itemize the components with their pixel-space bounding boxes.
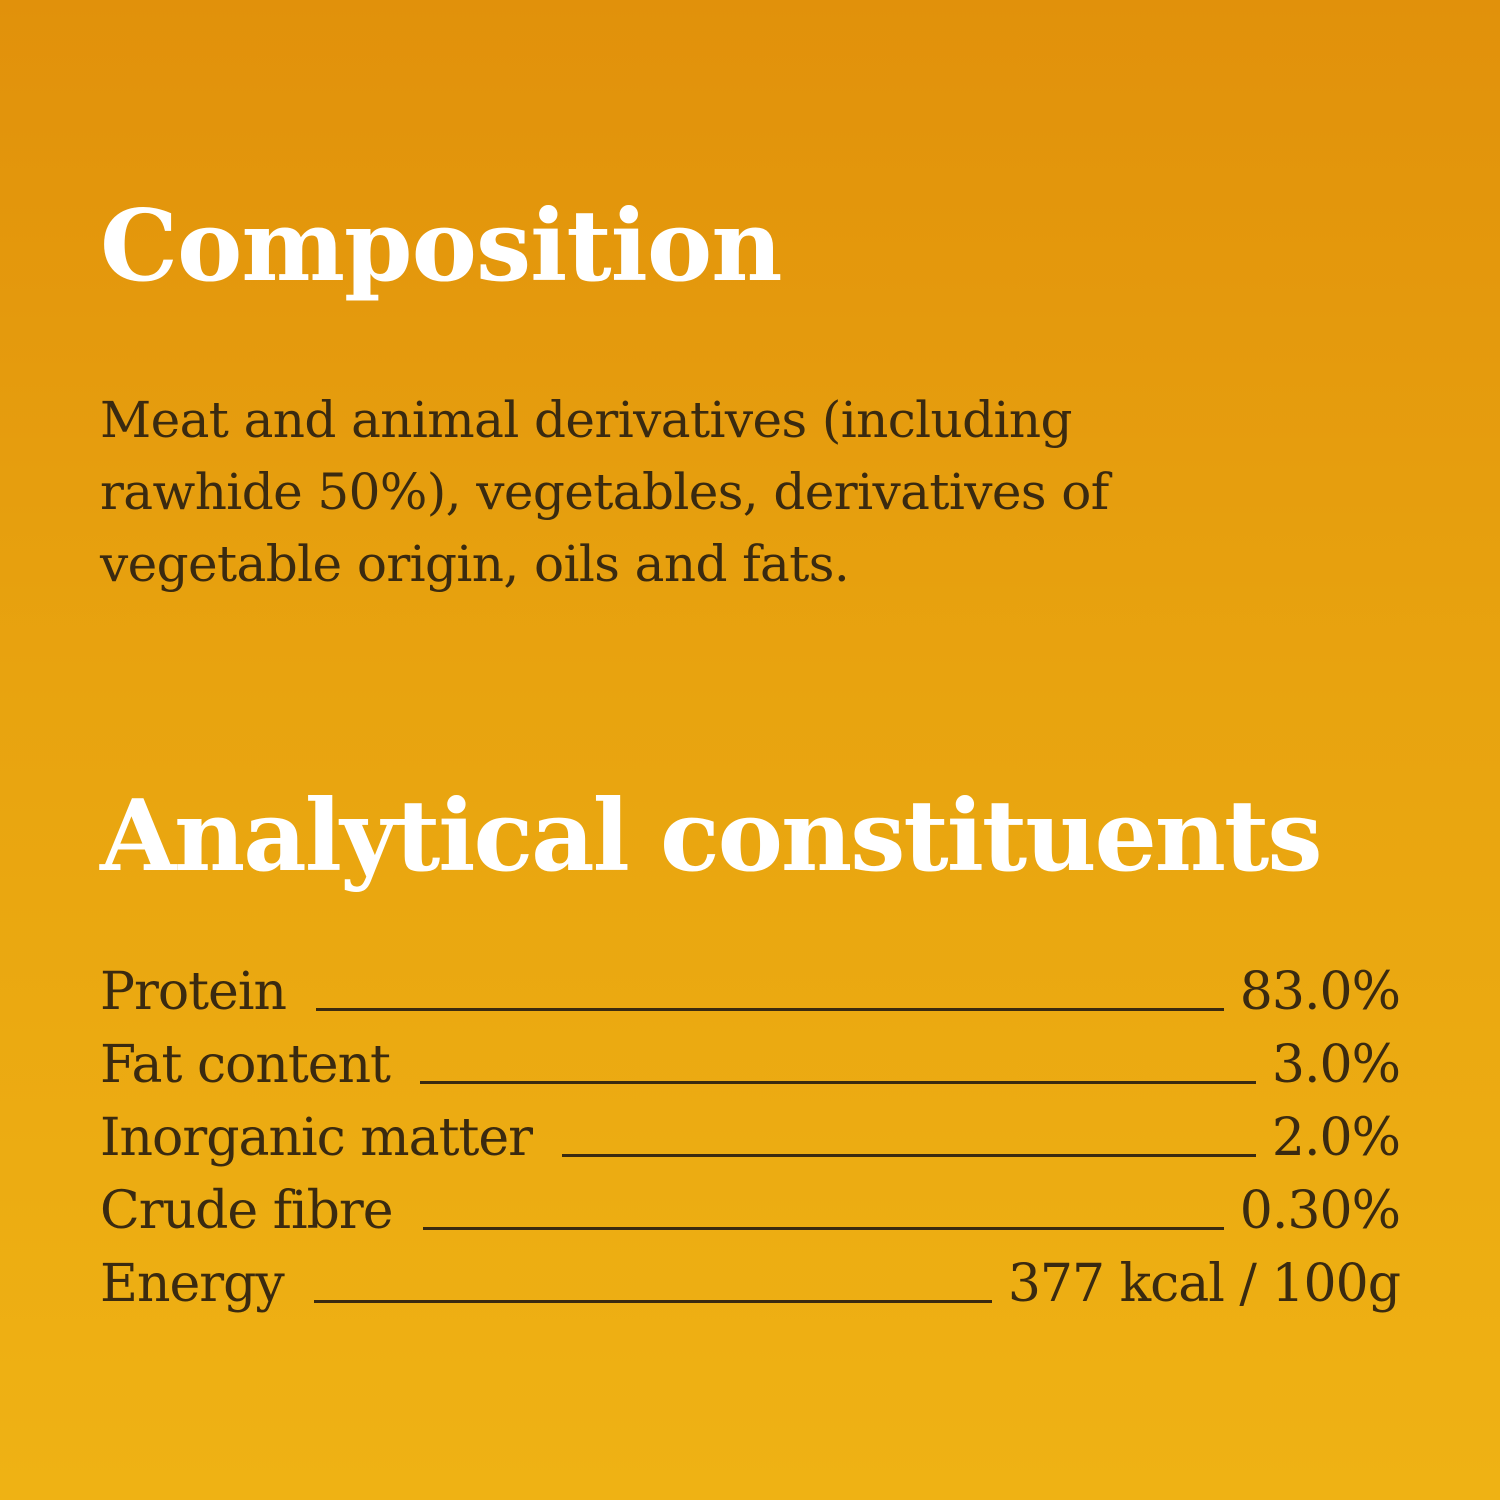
constituent-value: 83.0% <box>1239 962 1401 1022</box>
constituent-value: 377 kcal / 100g <box>1007 1254 1401 1314</box>
constituent-value: 0.30% <box>1239 1181 1401 1241</box>
constituent-value: 3.0% <box>1271 1035 1401 1095</box>
constituent-row-protein: Protein 83.0% <box>100 962 1401 1035</box>
leader-line <box>315 1008 1224 1011</box>
constituent-label: Inorganic matter <box>100 1108 533 1168</box>
constituent-label: Fat content <box>100 1035 391 1095</box>
nutrition-panel: Composition Meat and animal derivatives … <box>100 0 1401 1500</box>
constituent-row-inorganic-matter: Inorganic matter 2.0% <box>100 1108 1401 1181</box>
constituent-label: Energy <box>100 1254 285 1314</box>
analytical-constituents-list: Protein 83.0% Fat content 3.0% Inorganic… <box>100 962 1401 1327</box>
leader-line <box>562 1154 1256 1157</box>
leader-line <box>419 1081 1256 1084</box>
constituent-row-energy: Energy 377 kcal / 100g <box>100 1254 1401 1327</box>
constituent-label: Crude fibre <box>100 1181 394 1241</box>
composition-text: Meat and animal derivatives (including r… <box>100 391 1109 593</box>
constituent-value: 2.0% <box>1271 1108 1401 1168</box>
leader-line <box>313 1300 992 1303</box>
constituent-label: Protein <box>100 962 287 1022</box>
composition-heading: Composition <box>100 189 782 304</box>
analytical-constituents-heading: Analytical constituents <box>100 779 1322 894</box>
constituent-row-crude-fibre: Crude fibre 0.30% <box>100 1181 1401 1254</box>
constituent-row-fat-content: Fat content 3.0% <box>100 1035 1401 1108</box>
leader-line <box>422 1227 1224 1230</box>
